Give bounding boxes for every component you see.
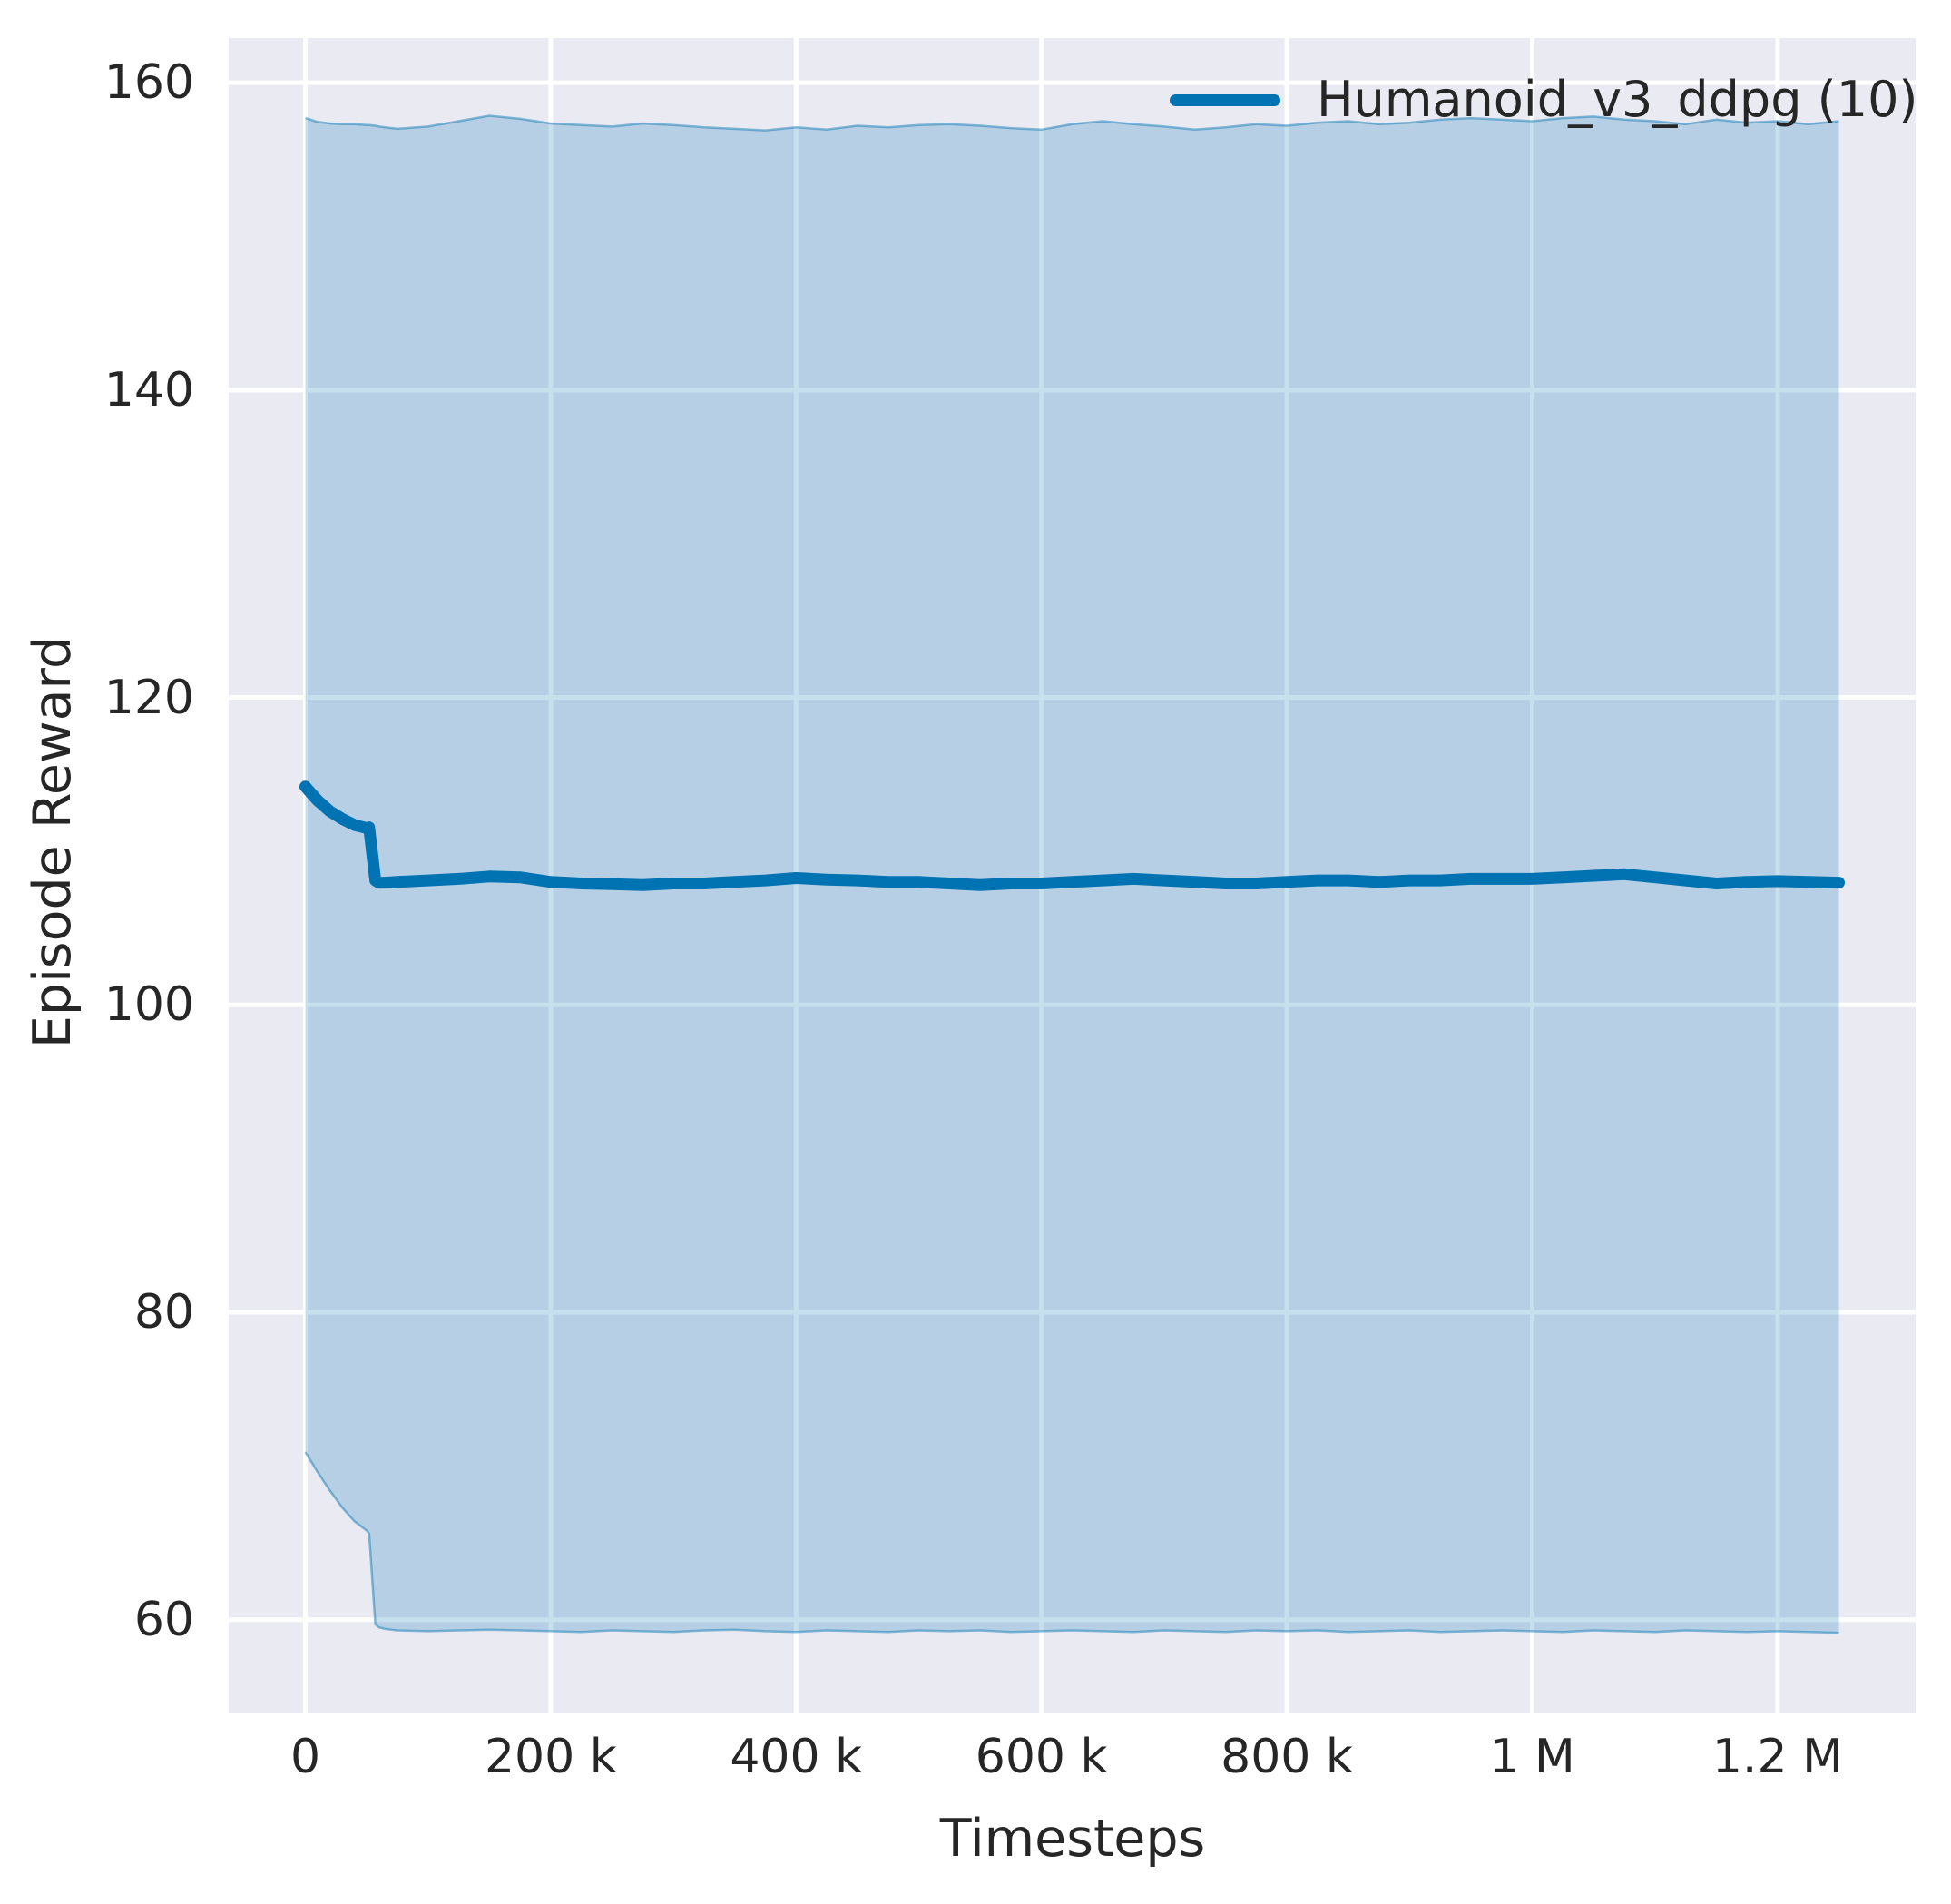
confidence-band (305, 115, 1839, 1634)
confidence-band-upper-edge (305, 114, 1839, 132)
legend: Humanoid_v3_ddpg (10) (1170, 74, 1918, 125)
x-tick-label: 0 (289, 1730, 321, 1784)
x-tick-label: 200 k (484, 1730, 617, 1784)
x-tick-label: 1 M (1489, 1730, 1575, 1784)
y-tick-label: 60 (133, 1592, 194, 1647)
y-tick-label: 140 (103, 362, 194, 417)
y-tick-label: 80 (133, 1284, 194, 1340)
x-tick-label: 600 k (975, 1730, 1108, 1784)
legend-label: Humanoid_v3_ddpg (10) (1317, 71, 1918, 128)
legend-line-sample (1170, 93, 1280, 106)
mean-line (299, 780, 1845, 891)
y-tick-label: 100 (103, 977, 194, 1033)
y-tick-label: 120 (103, 670, 194, 725)
x-tick-label: 1.2 M (1711, 1730, 1843, 1784)
confidence-band-lower-edge (304, 1451, 1839, 1634)
x-tick-label: 400 k (730, 1730, 863, 1784)
x-tick-label: 800 k (1221, 1730, 1354, 1784)
y-tick-label: 160 (103, 55, 194, 111)
x-axis-label: Timesteps (939, 1809, 1206, 1869)
